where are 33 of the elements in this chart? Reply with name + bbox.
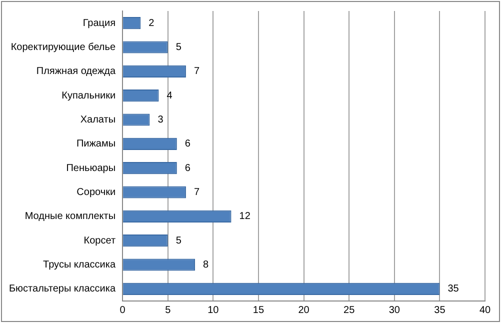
y-tick-label: Пижамы <box>76 138 116 150</box>
x-tick-label: 30 <box>388 304 400 316</box>
data-label: 7 <box>194 66 200 78</box>
data-label: 4 <box>166 90 173 102</box>
y-tick-label: Пеньюары <box>66 162 116 174</box>
y-tick-label: Бюстальтеры классика <box>8 284 116 295</box>
y-tick-label: Сорочки <box>76 187 116 198</box>
x-tick-label: 35 <box>434 304 446 316</box>
x-tick-label: 40 <box>479 304 491 316</box>
data-label: 3 <box>158 114 164 126</box>
y-tick-label: Коректирующие белье <box>10 42 116 53</box>
data-label: 6 <box>184 138 191 150</box>
data-label: 7 <box>194 187 200 198</box>
data-label: 8 <box>203 260 210 270</box>
y-tick-label: Грация <box>82 18 116 29</box>
y-tick-label: Купальники <box>62 90 116 102</box>
x-tick-label: 0 <box>120 304 126 316</box>
data-label: 5 <box>176 42 182 53</box>
x-tick-label: 10 <box>208 304 220 316</box>
data-label: 2 <box>148 18 155 29</box>
x-tick-label: 15 <box>252 304 264 316</box>
y-tick-label: Трусы классика <box>43 260 116 270</box>
x-tick-label: 20 <box>298 304 310 316</box>
y-tick-label: Пляжная одежда <box>36 66 116 78</box>
y-tick-label: Модные комплекты <box>24 211 116 222</box>
data-label: 12 <box>239 211 251 222</box>
data-label: 5 <box>176 235 182 246</box>
data-label: 35 <box>448 284 460 295</box>
x-tick-label: 5 <box>165 304 172 316</box>
x-tick-label: 25 <box>344 304 356 316</box>
y-tick-label: Халаты <box>80 114 116 126</box>
y-tick-label: Корсет <box>84 235 116 246</box>
data-label: 6 <box>184 162 191 174</box>
